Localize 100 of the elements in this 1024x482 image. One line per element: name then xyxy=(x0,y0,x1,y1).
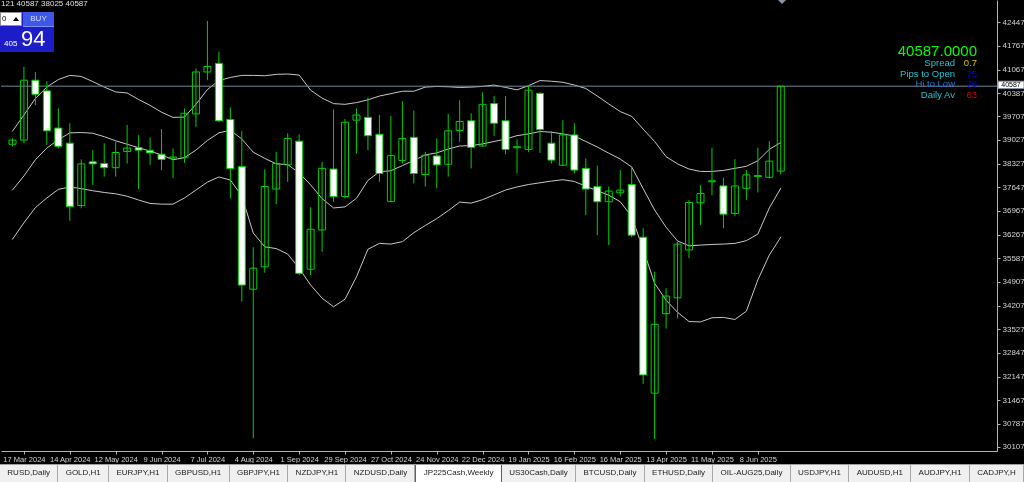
candlestick xyxy=(363,96,372,151)
candlestick xyxy=(673,241,682,319)
tab: US30Cash,Daily xyxy=(501,465,577,482)
candlestick xyxy=(421,151,430,188)
candlestick xyxy=(249,246,258,439)
y-tick-label: 39707 xyxy=(1002,111,1024,121)
tab: BTCUSD,Daily xyxy=(576,465,645,482)
candlestick xyxy=(765,140,774,179)
tab: ETHUSD,Daily xyxy=(644,465,714,482)
annotation: 40587.0000 xyxy=(897,42,977,59)
tab: GOLD,H1 xyxy=(58,465,110,482)
y-tick-label: 30107 xyxy=(1002,442,1024,452)
tab: OIL-AUG25,Daily xyxy=(713,465,791,482)
y-tick-label: 33527 xyxy=(1002,324,1024,334)
tab: NZDJPY,H1 xyxy=(288,465,347,482)
y-tick-label: 36967 xyxy=(1002,206,1024,216)
buy-button: BUY xyxy=(23,12,54,27)
candlestick xyxy=(77,158,86,209)
tab: RUSD,Daily xyxy=(0,465,59,482)
y-tick-label: 34207 xyxy=(1002,301,1024,311)
candlestick xyxy=(581,157,590,216)
y-tick-label: 42447 xyxy=(1002,17,1024,27)
candlestick xyxy=(776,85,785,175)
candlestick xyxy=(444,113,453,178)
candlestick xyxy=(753,147,762,193)
candlestick xyxy=(111,141,120,178)
line-series xyxy=(11,129,782,247)
candlestick xyxy=(593,165,602,236)
candlestick xyxy=(123,124,132,165)
y-tick-label: 30787 xyxy=(1002,419,1024,429)
candlestick xyxy=(169,147,178,179)
annotation: 121 40587 38025 40587 xyxy=(1,0,88,8)
candlestick xyxy=(650,271,659,440)
y-tick-label: 41767 xyxy=(1002,41,1024,51)
y-tick-label: 38327 xyxy=(1002,159,1024,169)
tab: USDJPY,H1 xyxy=(790,465,850,482)
annotation: Pips to Open xyxy=(900,67,955,80)
y-tick-label: 40387 xyxy=(1002,88,1024,98)
annotation: 78 xyxy=(965,78,977,91)
candlestick xyxy=(558,119,567,167)
candlestick xyxy=(272,151,281,205)
tab: EURJPY,H1 xyxy=(109,465,168,482)
candlestick xyxy=(490,95,499,137)
candlestick xyxy=(31,71,40,106)
candlestick xyxy=(398,100,407,165)
candlestick xyxy=(742,169,751,201)
candlestick xyxy=(88,149,97,186)
y-tick-label: 35587 xyxy=(1002,253,1024,263)
candlestick xyxy=(513,138,522,175)
candlestick xyxy=(180,107,189,164)
candlestick xyxy=(386,115,395,203)
candlestick xyxy=(685,199,694,259)
candlestick xyxy=(157,128,166,171)
y-tick-label: 32847 xyxy=(1002,348,1024,358)
annotation: 63 xyxy=(965,89,977,101)
candlestick xyxy=(146,136,155,166)
annotation: Hi to Low xyxy=(915,78,955,91)
candlestick xyxy=(134,134,143,190)
y-tick-label: 34907 xyxy=(1002,277,1024,287)
candlestick xyxy=(341,118,350,199)
annotation: BUY xyxy=(29,14,48,23)
line-series xyxy=(11,73,782,172)
tab: CADJPY,H xyxy=(969,465,1024,482)
y-tick-label: 32147 xyxy=(1002,372,1024,382)
candlestick xyxy=(524,84,533,153)
y-tick-label: 37647 xyxy=(1002,182,1024,192)
input-field: 0 xyxy=(0,12,22,26)
tab: GBPUSD,H1 xyxy=(167,465,230,482)
tab: JP225Cash,Weekly xyxy=(415,465,502,482)
annotation: 75 xyxy=(965,67,977,80)
candlestick xyxy=(283,132,292,183)
annotation: 0 xyxy=(2,14,7,23)
y-tick-label: 36267 xyxy=(1002,230,1024,240)
annotation: 94 xyxy=(21,26,46,51)
candlestick xyxy=(604,186,613,246)
candlestick xyxy=(19,66,28,144)
candlestick xyxy=(696,184,705,226)
candlestick xyxy=(306,206,315,276)
candlestick xyxy=(616,169,625,198)
candlestick xyxy=(478,91,487,148)
candlestick xyxy=(203,20,212,81)
candlestick xyxy=(547,130,556,165)
candlestick xyxy=(191,68,200,128)
candlestick xyxy=(54,107,63,149)
tab: AUDUSD,H1 xyxy=(849,465,912,482)
y-tick-label: 41067 xyxy=(1002,65,1024,75)
tab: AUDJPY,H1 xyxy=(911,465,970,482)
annotation: 0.7 xyxy=(962,57,977,69)
candlestick xyxy=(662,287,671,329)
annotation: Daily Av xyxy=(920,89,955,101)
candlestick xyxy=(707,147,716,196)
candlestick xyxy=(455,99,464,143)
annotation: 405 xyxy=(4,39,18,48)
y-tick-label: 39027 xyxy=(1002,135,1024,145)
candlestick xyxy=(260,168,269,274)
candlestick xyxy=(352,107,361,155)
tab: GBPJPY,H1 xyxy=(229,465,289,482)
candlestick xyxy=(730,158,739,217)
y-tick-label: 31467 xyxy=(1002,395,1024,405)
annotation: Spread xyxy=(924,57,955,69)
